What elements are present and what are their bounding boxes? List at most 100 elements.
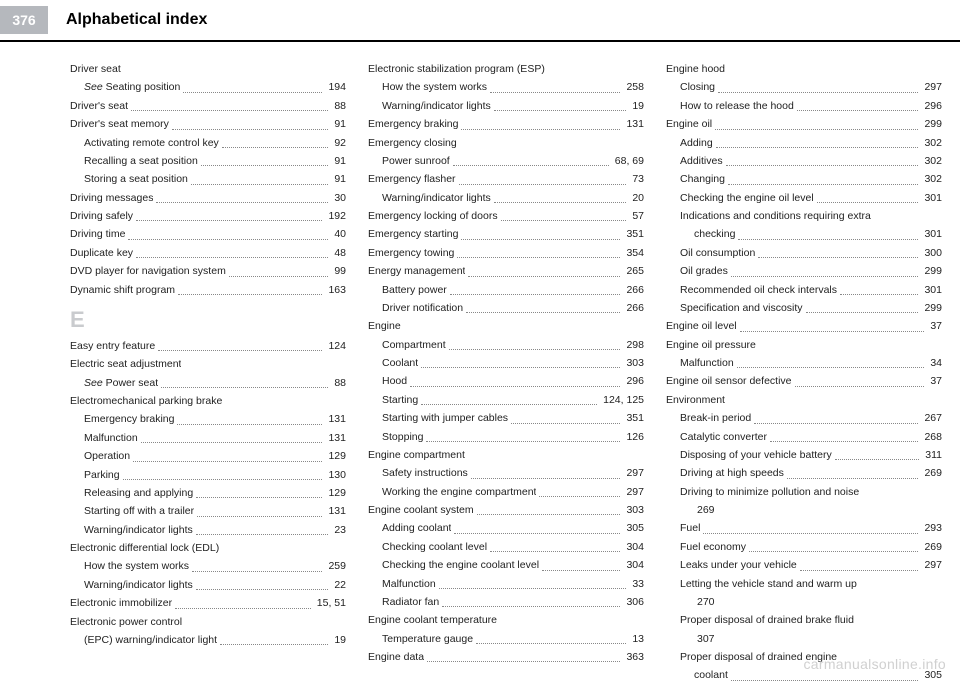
index-entry: Driver notification266 <box>368 299 644 317</box>
index-entry: Leaks under your vehicle297 <box>666 556 942 574</box>
index-entry: Adding coolant305 <box>368 519 644 537</box>
index-entry: Engine oil level37 <box>666 317 942 335</box>
index-entry: Warning/indicator lights23 <box>70 521 346 539</box>
index-entry: Warning/indicator lights20 <box>368 189 644 207</box>
index-entry: Adding302 <box>666 134 942 152</box>
index-group-title: Environment <box>666 391 942 409</box>
index-entry: Recalling a seat position91 <box>70 152 346 170</box>
index-entry: Power sunroof68, 69 <box>368 152 644 170</box>
index-entry: Working the engine compartment297 <box>368 483 644 501</box>
index-entry: Fuel293 <box>666 519 942 537</box>
index-entry: DVD player for navigation system99 <box>70 262 346 280</box>
index-group-title: Driver seat <box>70 60 346 78</box>
index-entry: Emergency braking131 <box>70 410 346 428</box>
index-entry: Energy management265 <box>368 262 644 280</box>
index-entry: How to release the hood296 <box>666 97 942 115</box>
index-entry: Starting with jumper cables351 <box>368 409 644 427</box>
index-entry: Hood296 <box>368 372 644 390</box>
index-entry: Malfunction33 <box>368 575 644 593</box>
index-group-title: Engine hood <box>666 60 942 78</box>
index-entry: Releasing and applying129 <box>70 484 346 502</box>
index-entry: Battery power266 <box>368 281 644 299</box>
index-entry: Break-in period267 <box>666 409 942 427</box>
index-entry: Changing302 <box>666 170 942 188</box>
index-entry: How the system works259 <box>70 557 346 575</box>
index-entry: Driving messages30 <box>70 189 346 207</box>
index-entry: Electronic immobilizer15, 51 <box>70 594 346 612</box>
index-entry: (EPC) warning/indicator light19 <box>70 631 346 649</box>
index-group-title: Engine compartment <box>368 446 644 464</box>
index-group-title: Engine coolant temperature <box>368 611 644 629</box>
index-entry: Driving at high speeds269 <box>666 464 942 482</box>
index-column: Engine hoodClosing297How to release the … <box>666 60 942 685</box>
index-entry: Specification and viscosity299 <box>666 299 942 317</box>
index-entry: See Power seat88 <box>70 374 346 392</box>
page-header: 376 Alphabetical index <box>0 0 960 42</box>
index-entry: Coolant303 <box>368 354 644 372</box>
index-entry: Engine coolant system303 <box>368 501 644 519</box>
index-entry-continuation: 270 <box>666 593 942 611</box>
index-entry: Duplicate key48 <box>70 244 346 262</box>
index-entry-continuation: 307 <box>666 630 942 648</box>
index-entry: Emergency braking131 <box>368 115 644 133</box>
index-entry: Catalytic converter268 <box>666 428 942 446</box>
index-entry: Driving safely192 <box>70 207 346 225</box>
index-entry: Disposing of your vehicle battery311 <box>666 446 942 464</box>
index-column: Driver seatSee Seating position194Driver… <box>70 60 346 685</box>
index-group-title: Electronic stabilization program (ESP) <box>368 60 644 78</box>
index-entry: Engine data363 <box>368 648 644 666</box>
index-entry: Easy entry feature124 <box>70 337 346 355</box>
index-entry: Additives302 <box>666 152 942 170</box>
index-entry: Safety instructions297 <box>368 464 644 482</box>
index-entry: Radiator fan306 <box>368 593 644 611</box>
index-column: Electronic stabilization program (ESP)Ho… <box>368 60 644 685</box>
index-entry: Operation129 <box>70 447 346 465</box>
index-entry: See Seating position194 <box>70 78 346 96</box>
index-entry: Driver's seat88 <box>70 97 346 115</box>
page-title: Alphabetical index <box>66 11 207 29</box>
index-entry: Checking coolant level304 <box>368 538 644 556</box>
index-entry: Compartment298 <box>368 336 644 354</box>
index-entry: Oil grades299 <box>666 262 942 280</box>
index-entry: Dynamic shift program163 <box>70 281 346 299</box>
index-entry: Starting off with a trailer131 <box>70 502 346 520</box>
index-group-title: Electronic differential lock (EDL) <box>70 539 346 557</box>
index-entry: Stopping126 <box>368 428 644 446</box>
index-entry: How the system works258 <box>368 78 644 96</box>
index-entry: Checking the engine oil level301 <box>666 189 942 207</box>
index-entry: Indications and conditions requiring ext… <box>666 207 942 244</box>
index-entry: Malfunction131 <box>70 429 346 447</box>
index-group-title: Electronic power control <box>70 613 346 631</box>
index-entry: Malfunction34 <box>666 354 942 372</box>
index-columns: Driver seatSee Seating position194Driver… <box>0 60 960 685</box>
index-entry: Emergency starting351 <box>368 225 644 243</box>
index-group-title: Engine oil pressure <box>666 336 942 354</box>
index-entry: Emergency towing354 <box>368 244 644 262</box>
index-group-title: Emergency closing <box>368 134 644 152</box>
index-entry: Driving time40 <box>70 225 346 243</box>
index-entry: Engine oil299 <box>666 115 942 133</box>
index-entry: Storing a seat position91 <box>70 170 346 188</box>
index-entry: Parking130 <box>70 466 346 484</box>
index-entry: Proper disposal of drained brake fluid <box>666 611 942 629</box>
index-entry: Oil consumption300 <box>666 244 942 262</box>
index-group-title: Engine <box>368 317 644 335</box>
index-entry: Fuel economy269 <box>666 538 942 556</box>
index-entry: Emergency locking of doors57 <box>368 207 644 225</box>
index-entry: Letting the vehicle stand and warm up <box>666 575 942 593</box>
index-entry: Checking the engine coolant level304 <box>368 556 644 574</box>
section-letter: E <box>70 309 346 331</box>
index-entry: Emergency flasher73 <box>368 170 644 188</box>
watermark: carmanualsonline.info <box>804 656 947 672</box>
index-entry: Closing297 <box>666 78 942 96</box>
index-entry: Warning/indicator lights19 <box>368 97 644 115</box>
index-entry-continuation: 269 <box>666 501 942 519</box>
index-entry: Activating remote control key92 <box>70 134 346 152</box>
index-entry: Recommended oil check intervals301 <box>666 281 942 299</box>
index-entry: Temperature gauge13 <box>368 630 644 648</box>
index-entry: Warning/indicator lights22 <box>70 576 346 594</box>
index-group-title: Electric seat adjustment <box>70 355 346 373</box>
index-entry: Starting124, 125 <box>368 391 644 409</box>
index-group-title: Electromechanical parking brake <box>70 392 346 410</box>
index-entry: Engine oil sensor defective37 <box>666 372 942 390</box>
